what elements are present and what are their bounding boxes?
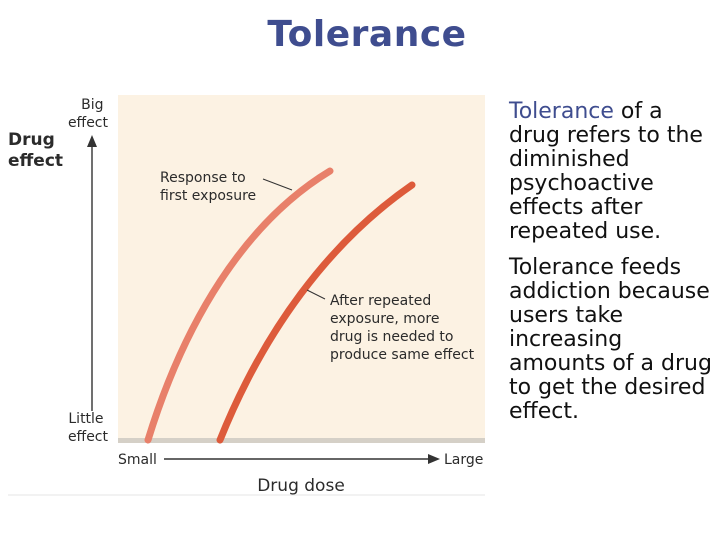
y-axis-title: Drug effect <box>8 130 63 171</box>
slide-title: Tolerance <box>267 14 467 55</box>
curve-repeated-label: After repeated exposure, more drug is ne… <box>330 293 475 363</box>
highlight-term: Tolerance <box>509 99 614 124</box>
x-right-label: Large <box>444 452 483 468</box>
plot-area <box>118 95 485 438</box>
y-bottom-label: Little effect <box>68 411 109 445</box>
slide-body-text: Tolerance of a drug refers to the dimini… <box>509 100 714 436</box>
y-axis-arrowhead <box>87 135 97 147</box>
paragraph-tolerance-definition: Tolerance of a drug refers to the dimini… <box>509 100 714 244</box>
paragraph-text: of a drug refers to the diminished psych… <box>509 99 703 244</box>
paragraph-tolerance-addiction: Tolerance feeds addiction because users … <box>509 256 714 424</box>
y-top-label: Big effect <box>68 97 109 131</box>
baseline-band <box>118 438 485 443</box>
curve-first-exposure <box>144 167 334 444</box>
tolerance-diagram: Big effect Little effect Drug effect Sma… <box>8 93 485 496</box>
curve-repeated-exposure <box>216 181 416 444</box>
diagram-canvas: Big effect Little effect Drug effect Sma… <box>8 93 485 496</box>
curve-repeated-leader <box>306 289 326 300</box>
x-axis-title: Drug dose <box>257 476 345 496</box>
paragraph-text: Tolerance feeds addiction because users … <box>509 255 712 424</box>
curve-first-label: Response to first exposure <box>160 170 256 204</box>
x-axis-arrowhead <box>428 454 440 464</box>
x-left-label: Small <box>118 452 157 468</box>
curve-first-leader <box>262 178 293 191</box>
